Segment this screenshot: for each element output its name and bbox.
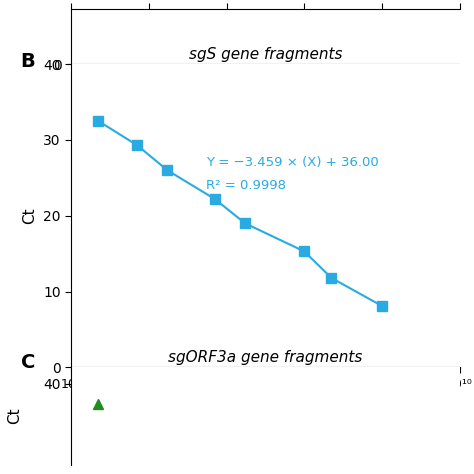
Title: sgS gene fragments: sgS gene fragments bbox=[189, 46, 342, 62]
Y-axis label: Ct: Ct bbox=[8, 408, 22, 424]
Text: Y = −3.459 × (X) + 36.00: Y = −3.459 × (X) + 36.00 bbox=[206, 156, 379, 169]
Text: B: B bbox=[20, 52, 36, 71]
Text: C: C bbox=[20, 353, 35, 372]
Y-axis label: Ct: Ct bbox=[22, 208, 37, 224]
Text: R² = 0.9998: R² = 0.9998 bbox=[206, 179, 286, 192]
Title: sgORF3a gene fragments: sgORF3a gene fragments bbox=[168, 350, 363, 365]
